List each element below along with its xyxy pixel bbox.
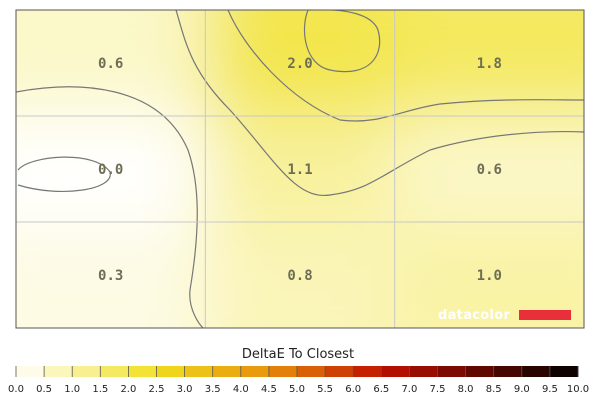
legend-ticks: 0.0 0.5 1.0 1.5 2.0 2.5 3.0 3.5 4.0 4.5 5.0 5.5 6.0 6… xyxy=(8,366,589,395)
legend-swatch xyxy=(268,366,298,377)
color-legend: DeltaE To Closest 0.0 0.5 1.0 1.5 2.0 2.5 3.0 3… xyxy=(8,347,589,395)
contour-line xyxy=(175,10,584,196)
heat-cell xyxy=(205,222,395,328)
contour-line xyxy=(303,10,381,73)
brand-bar xyxy=(519,310,571,320)
legend-tick-label: 2.0 xyxy=(120,384,136,395)
legend-tick-label: 6.5 xyxy=(373,384,389,395)
legend-tick-label: 4.0 xyxy=(233,384,249,395)
cell-value-label: 1.8 xyxy=(477,56,502,72)
brand-logo: datacolor xyxy=(438,308,510,323)
contour-line xyxy=(17,156,111,192)
legend-tick-label: 2.5 xyxy=(149,384,165,395)
legend-tick-label: 4.5 xyxy=(261,384,277,395)
cell-value-label: 0.8 xyxy=(287,268,312,284)
grid-lines xyxy=(16,10,584,328)
legend-swatch xyxy=(409,366,438,377)
legend-tick-label: 3.5 xyxy=(205,384,221,395)
legend-title: DeltaE To Closest xyxy=(242,347,354,362)
legend-swatch xyxy=(353,366,382,377)
heat-cell xyxy=(16,222,206,328)
legend-tick-label: 1.5 xyxy=(92,384,108,395)
legend-swatch xyxy=(128,366,157,377)
legend-tick-label: 10.0 xyxy=(567,384,589,395)
legend-swatch xyxy=(549,366,579,377)
legend-swatch xyxy=(297,366,326,377)
cell-value-label: 0.6 xyxy=(98,56,123,72)
legend-tick-label: 6.0 xyxy=(345,384,361,395)
legend-tick-label: 0.0 xyxy=(8,384,24,395)
legend-swatch xyxy=(325,366,354,377)
legend-swatch xyxy=(493,366,523,377)
heat-cells xyxy=(16,10,584,328)
cell-value-label: 2.0 xyxy=(287,56,312,72)
plot-border xyxy=(15,9,585,329)
legend-tick-label: 7.0 xyxy=(401,384,417,395)
heat-cell xyxy=(394,116,584,222)
legend-tick-label: 8.0 xyxy=(458,384,474,395)
heat-cell xyxy=(205,116,395,222)
legend-swatch xyxy=(156,366,186,377)
heat-cell xyxy=(394,10,584,116)
legend-swatch xyxy=(437,366,467,377)
legend-swatch xyxy=(381,366,410,377)
legend-swatches xyxy=(16,366,579,377)
cell-value-label: 0.3 xyxy=(98,268,123,284)
plot-area: 0.6 2.0 1.8 0.0 1.1 0.6 0.3 0.8 1.0 datacolor xyxy=(15,9,585,329)
legend-tick-label: 5.0 xyxy=(289,384,305,395)
legend-swatch xyxy=(184,366,214,377)
cell-value-label: 1.0 xyxy=(477,268,502,284)
legend-swatch xyxy=(465,366,495,377)
legend-tick-label: 9.0 xyxy=(514,384,530,395)
contour-line xyxy=(16,86,204,328)
legend-tick-label: 1.0 xyxy=(64,384,80,395)
cell-value-label: 0.0 xyxy=(98,162,123,178)
legend-swatch xyxy=(100,366,129,377)
legend-tick-label: 3.0 xyxy=(177,384,193,395)
heat-cell xyxy=(16,10,206,116)
legend-swatch xyxy=(240,366,270,377)
heat-cell xyxy=(16,116,206,222)
legend-tick-label: 7.5 xyxy=(430,384,446,395)
legend-swatch xyxy=(212,366,242,377)
cell-value-label: 0.6 xyxy=(477,162,502,178)
legend-tick-label: 0.5 xyxy=(36,384,52,395)
legend-tick-label: 5.5 xyxy=(317,384,333,395)
legend-swatch xyxy=(44,366,73,377)
legend-tick-label: 9.5 xyxy=(542,384,558,395)
cell-value-label: 1.1 xyxy=(287,162,312,178)
cell-labels: 0.6 2.0 1.8 0.0 1.1 0.6 0.3 0.8 1.0 xyxy=(98,56,502,284)
legend-swatch xyxy=(521,366,551,377)
legend-swatch xyxy=(16,366,45,377)
heat-cell xyxy=(394,222,584,328)
legend-swatch xyxy=(72,366,101,377)
legend-tick-label: 8.5 xyxy=(486,384,502,395)
